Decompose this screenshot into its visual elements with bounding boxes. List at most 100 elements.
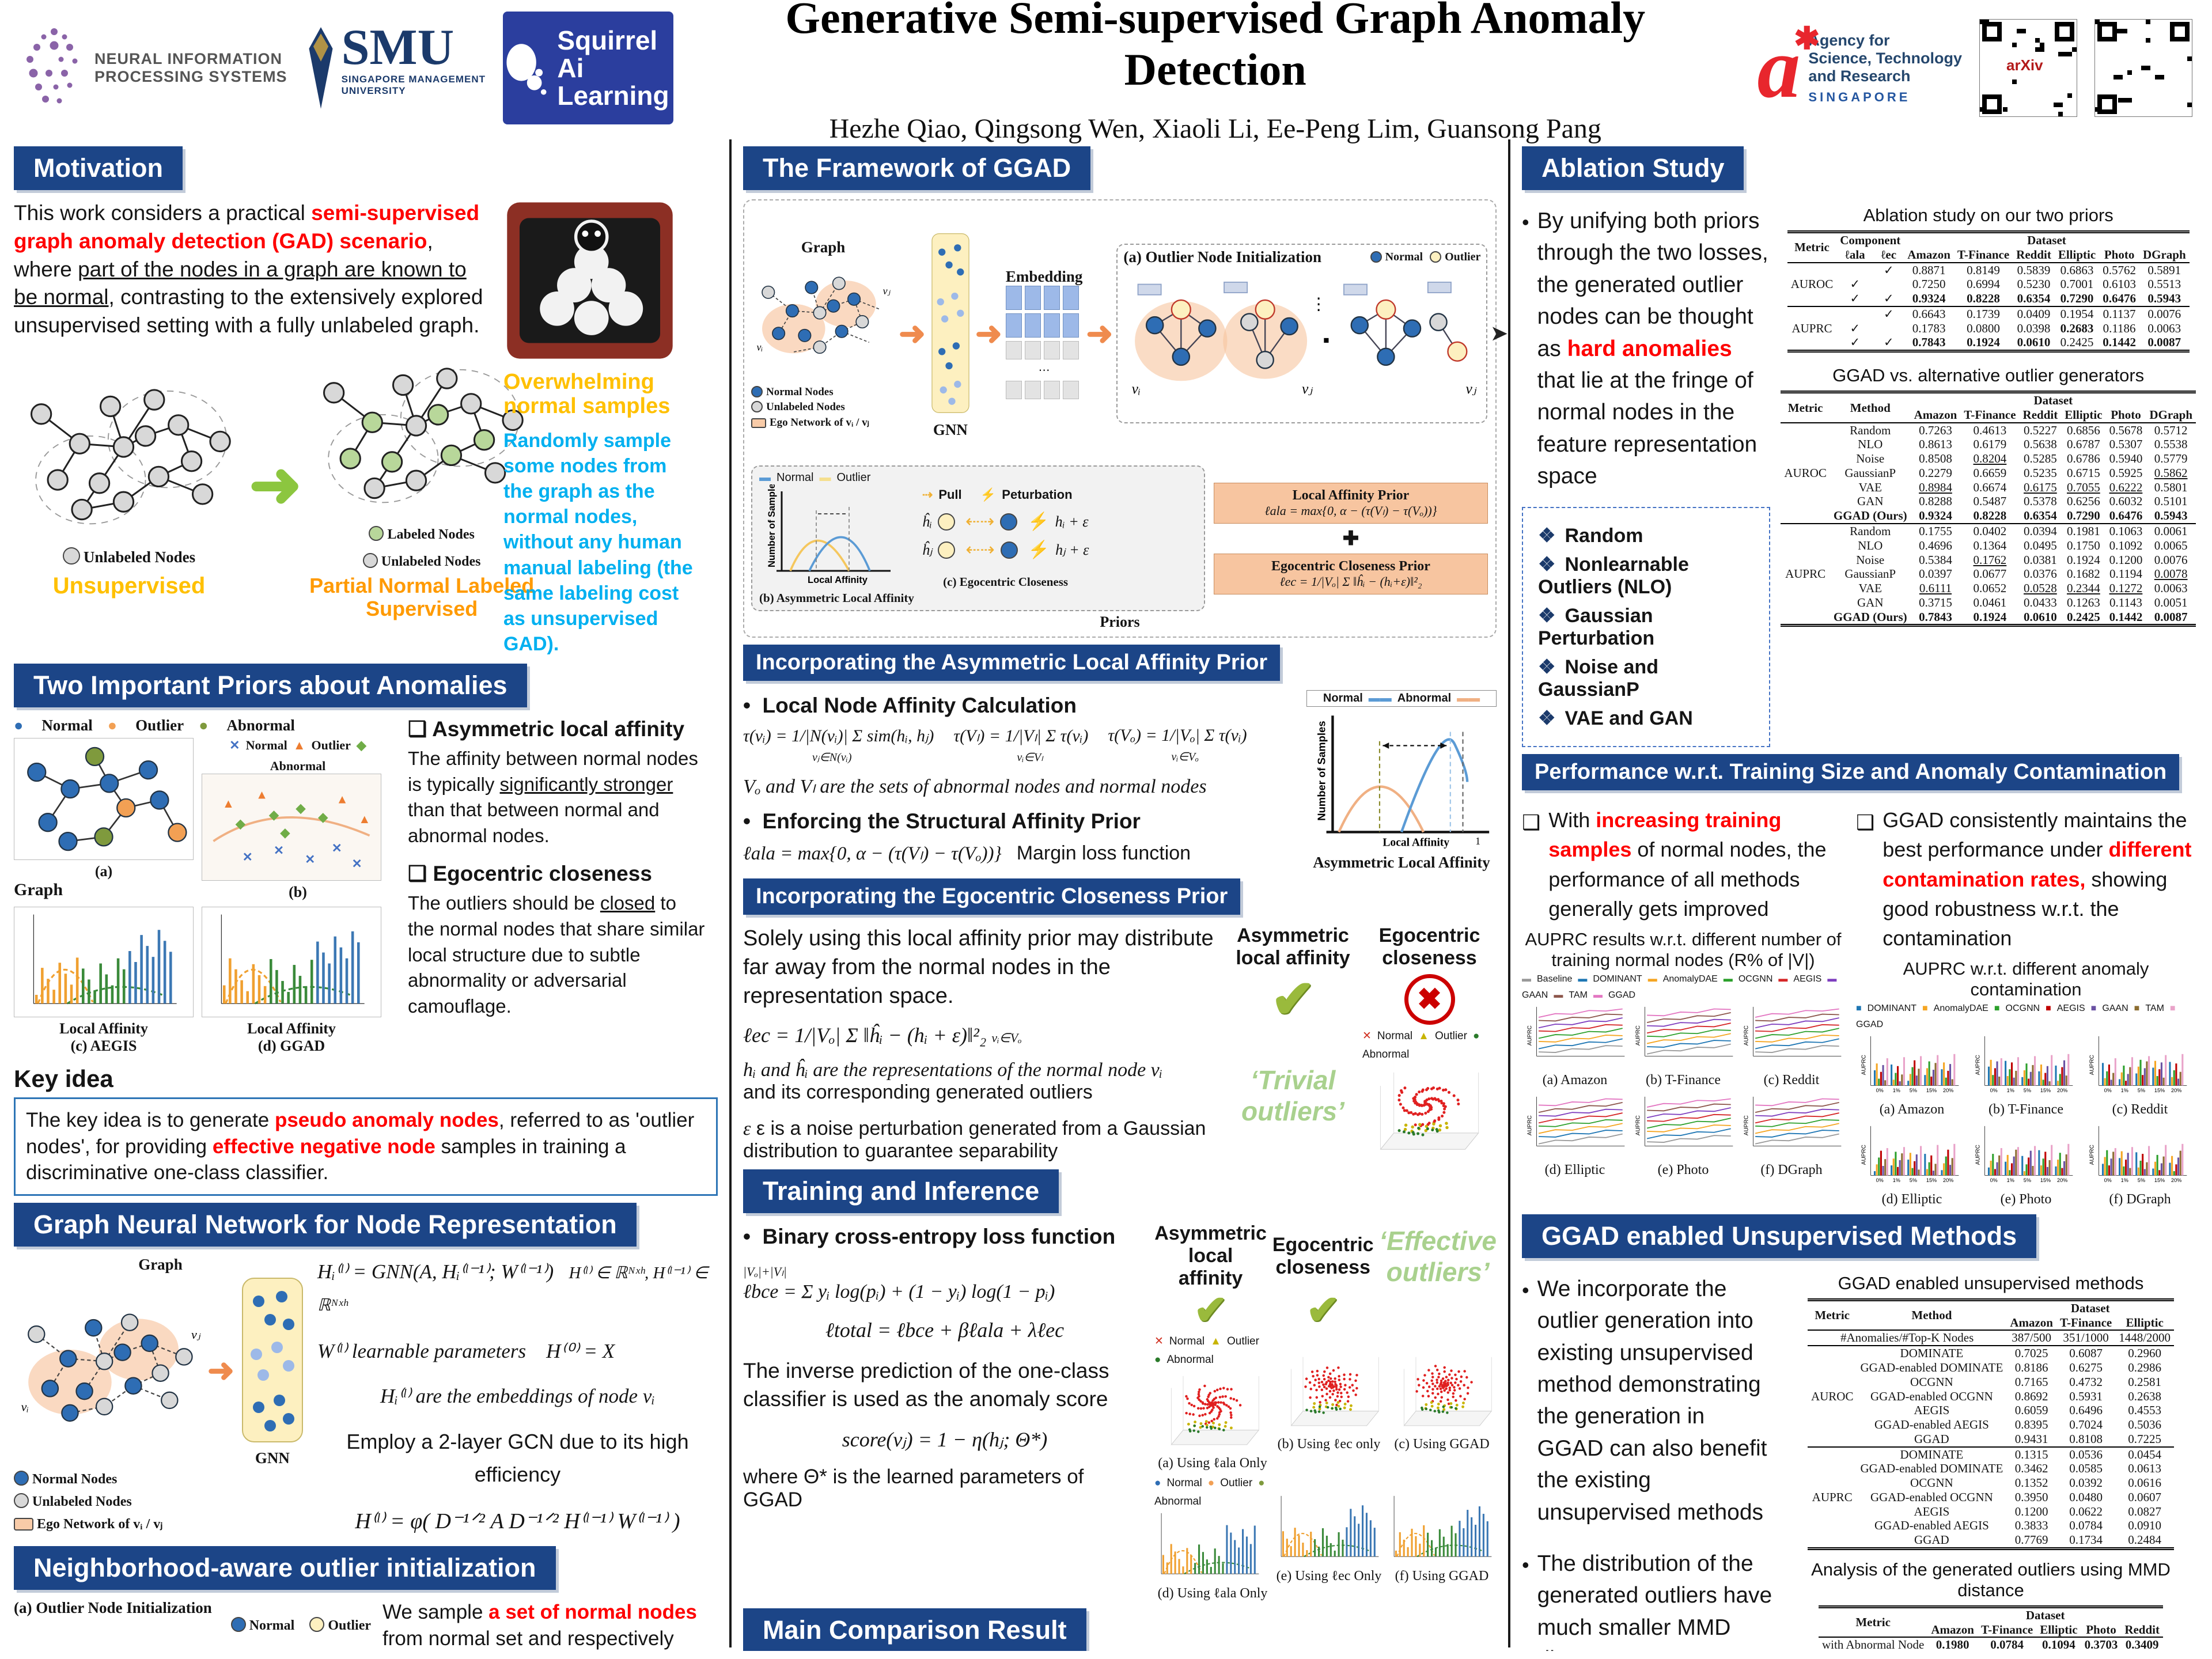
generators-table: Metric Method Dataset Amazon T-Finance Reddit… — [1781, 391, 2196, 627]
overwhelming-samples-image — [507, 202, 673, 359]
qr-code-paper — [2094, 19, 2192, 117]
neurips-dots-icon — [26, 28, 78, 104]
priors-text: ❑ Asymmetric local affinity The affinity… — [408, 717, 705, 1017]
gnn-formulas: Hᵢ⁽ˡ⁾ = GNN(A, Hᵢ⁽ˡ⁻¹⁾; W⁽ˡ⁻¹⁾) H⁽ˡ⁾ ∈ ℝ… — [317, 1260, 709, 1533]
generator-list: ❖ Random ❖ Nonlearnable Outliers (NLO) ❖ Ga… — [1522, 507, 1771, 748]
svg-text:✕: ✕ — [274, 844, 284, 858]
key-idea-box: The key idea is to generate pseudo anoma… — [14, 1097, 718, 1196]
svg-text:AUPRC: AUPRC — [2089, 1145, 2095, 1165]
svg-text:15%: 15% — [2040, 1177, 2051, 1183]
svg-text:AUPRC: AUPRC — [1975, 1055, 1981, 1075]
trivial-scatter — [1380, 1073, 1479, 1150]
svg-text:0%: 0% — [1990, 1088, 1998, 1093]
scatter-legend: ✕ Normal ▲ Outlier ◆ Abnormal — [229, 738, 366, 774]
svg-text:1: 1 — [1475, 836, 1480, 847]
svg-text:20%: 20% — [2057, 1177, 2067, 1183]
section-framework: The Framework of GGAD — [743, 146, 1091, 190]
svg-text:✕: ✕ — [332, 842, 342, 855]
priors-panel: ▬ Normal ▬ Outlier Number of Samples Local … — [751, 465, 1205, 611]
svg-text:1%: 1% — [2121, 1088, 2128, 1093]
partial-label: Partial Normal Labeled Supervised — [309, 574, 535, 620]
page-title: Generative Semi-supervised Graph Anomaly… — [785, 0, 1646, 94]
aegis-histogram — [14, 907, 194, 1018]
unsupervised-graph-figure: Unlabeled Nodes Unsupervised — [14, 372, 244, 599]
enabled-table-caption: GGAD enabled unsupervised methods — [1838, 1272, 2144, 1293]
svg-text:⋮: ⋮ — [1310, 295, 1327, 313]
gnn-figure: Graph vᵢ vⱼ — [14, 1256, 307, 1532]
framework-figure: Graph vᵢ vⱼ — [743, 199, 1508, 638]
section-ablation: Ablation Study — [1522, 146, 1744, 190]
svg-text:vᵢ: vᵢ — [21, 1399, 29, 1414]
section-performance: Performance w.r.t. Training Size and Ano… — [1522, 754, 2180, 791]
svg-text:Number of Samples: Number of Samples — [767, 484, 777, 567]
overwhelming-caption: Overwhelming normal samples — [503, 370, 671, 418]
neurips-logo-text: NEURAL INFORMATION PROCESSING SYSTEMS — [94, 50, 287, 85]
svg-text:5%: 5% — [1910, 1088, 1917, 1093]
line-charts: AUPRC (a) Amazon AUPRC (b) T-Finance AUPRC… — [1522, 1001, 1844, 1178]
smu-shield-icon — [309, 27, 333, 109]
section-enabled: GGAD enabled Unsupervised Methods — [1522, 1214, 2037, 1258]
astar-logo: a ✱ Agency for Science, Technology and Re… — [1757, 20, 1962, 116]
svg-text:vⱼ: vⱼ — [1466, 380, 1477, 397]
svg-text:◆: ◆ — [268, 808, 279, 822]
svg-text:AUPRC: AUPRC — [1743, 1115, 1749, 1135]
priors-graph-panel — [14, 738, 194, 861]
prior-boxes: Local Affinity Prior ℓala = max{0, α − (τ… — [1213, 482, 1488, 594]
svg-text:0%: 0% — [2104, 1088, 2112, 1093]
priors-scatter-panel: ▲▲ ▲▲ ◆◆ ◆◆◆ ✕ ✕✕✕✕ — [202, 774, 381, 881]
svg-text:◆: ◆ — [235, 817, 245, 831]
priors-legend: ● Normal ● Outlier ● Abnormal — [14, 717, 295, 734]
embedding-chips: ⋯ — [1005, 286, 1083, 399]
ala-chart: Normal ▬▬ Abnormal ▬▬ Number of Samples Loc… — [1306, 690, 1497, 872]
svg-text:20%: 20% — [2171, 1177, 2181, 1183]
neurips-logo: NEURAL INFORMATION PROCESSING SYSTEMS — [20, 25, 287, 111]
left-column: Motivation This work considers a practic… — [2, 136, 729, 1651]
gnn-stack-icon — [241, 1277, 303, 1442]
right-column: Ablation Study • By unifying both priors … — [1510, 136, 2207, 1651]
svg-text:AUPRC: AUPRC — [1635, 1025, 1641, 1046]
svg-text:▲: ▲ — [222, 797, 234, 810]
training-figures: Asymmetric local affinity Egocentric clo… — [1154, 1222, 1497, 1601]
svg-text:▲: ▲ — [336, 793, 348, 806]
svg-text:0%: 0% — [1990, 1177, 1998, 1183]
svg-text:✕: ✕ — [352, 857, 362, 871]
svg-text:5%: 5% — [1910, 1177, 1917, 1183]
svg-text:1%: 1% — [2007, 1088, 2014, 1093]
semi-supervised-graph-figure: Labeled Nodes Unlabeled Nodes Partial No… — [306, 350, 537, 620]
svg-text:15%: 15% — [1926, 1088, 1937, 1093]
svg-text:5%: 5% — [2024, 1088, 2031, 1093]
svg-text:20%: 20% — [2057, 1088, 2067, 1093]
mmd-caption: Analysis of the generated outliers using… — [1811, 1559, 2171, 1600]
smu-logo: SMU SINGAPORE MANAGEMENT UNIVERSITY — [305, 20, 486, 111]
svg-text:AUPRC: AUPRC — [1527, 1025, 1533, 1046]
svg-text:◆: ◆ — [317, 810, 328, 824]
section-outlier-init: Neighborhood-aware outlier initializatio… — [14, 1546, 556, 1590]
scatter3d-legend: ✕ Normal ▲ Outlier ● Abnormal — [1362, 1029, 1480, 1061]
random-sample-note: Randomly sample some nodes from the grap… — [503, 429, 693, 656]
line-chart-legend: ▬ Baseline ▬ DOMINANT ▬ AnomalyDAE ▬ OCGNN ▬ AEGI… — [1522, 974, 1837, 1000]
svg-text:AUPRC: AUPRC — [1975, 1145, 1981, 1165]
svg-text:vⱼ: vⱼ — [1302, 380, 1313, 397]
svg-text:AUPRC: AUPRC — [1527, 1115, 1533, 1135]
key-idea-title: Key idea — [14, 1065, 113, 1093]
svg-text:1%: 1% — [2121, 1177, 2128, 1183]
svg-text:vⱼ: vⱼ — [883, 285, 891, 296]
poster-header: NEURAL INFORMATION PROCESSING SYSTEMS SM… — [0, 0, 2212, 144]
check-icon: ✔ — [1270, 970, 1316, 1029]
smu-wordmark: SMU — [341, 20, 454, 75]
svg-text:◆: ◆ — [280, 826, 290, 840]
squirrel-icon — [506, 44, 547, 95]
svg-text:◆: ◆ — [296, 801, 306, 815]
green-arrow-icon: ➜ — [249, 449, 302, 521]
ggad-histogram — [202, 907, 381, 1018]
section-ala: Incorporating the Asymmetric Local Affin… — [743, 645, 1281, 681]
ablation-text: • By unifying both priors through the two… — [1522, 199, 1771, 748]
svg-text:15%: 15% — [2154, 1177, 2165, 1183]
svg-text:15%: 15% — [1926, 1177, 1937, 1183]
svg-text:20%: 20% — [1943, 1177, 1953, 1183]
mmd-table: Metric Dataset Amazon T-Finance Elliptic Phot… — [1786, 1605, 2196, 1651]
svg-text:1%: 1% — [1893, 1177, 1900, 1183]
svg-text:AUPRC: AUPRC — [1743, 1025, 1749, 1046]
svg-text:15%: 15% — [2040, 1088, 2051, 1093]
